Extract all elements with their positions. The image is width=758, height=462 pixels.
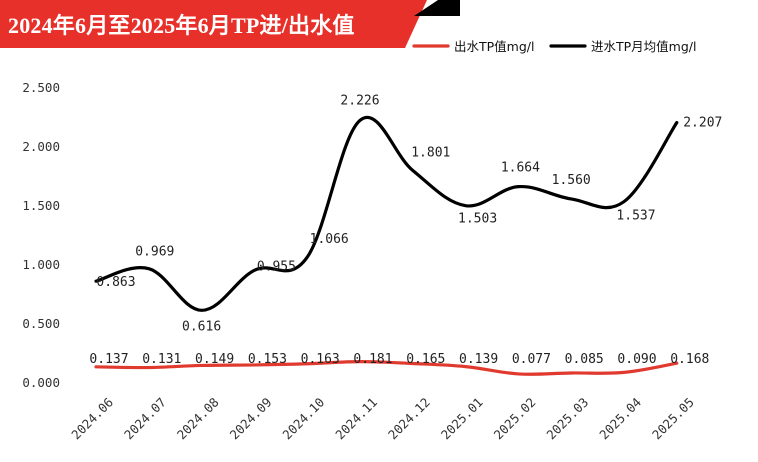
- data-label-outflow: 0.085: [565, 352, 604, 367]
- x-tick-label: 2025.04: [596, 395, 644, 443]
- data-label-outflow: 0.163: [301, 352, 340, 367]
- data-label-outflow: 0.168: [670, 352, 709, 367]
- legend-label-outflow: 出水TP值mg/l: [454, 39, 534, 54]
- y-tick-label: 1.000: [22, 257, 60, 272]
- x-tick-label: 2024.12: [385, 395, 433, 443]
- series-line-inflow-tp: [94, 116, 679, 312]
- x-tick-label: 2025.05: [649, 395, 697, 443]
- data-label-outflow: 0.139: [459, 352, 498, 367]
- data-label-outflow: 0.090: [617, 352, 656, 367]
- y-tick-label: 2.000: [22, 139, 60, 154]
- y-tick-label: 0.500: [22, 316, 60, 331]
- data-label-inflow: 2.226: [340, 93, 379, 108]
- decorative-black-block: [438, 0, 460, 16]
- series-line-outflow-tp: [94, 360, 679, 376]
- x-tick-label: 2025.03: [543, 395, 591, 443]
- x-tick-label: 2024.11: [332, 395, 380, 443]
- data-label-inflow: 0.616: [182, 319, 221, 334]
- title-banner: [0, 0, 405, 48]
- data-label-inflow: 1.503: [458, 212, 497, 227]
- x-tick-label: 2024.08: [174, 395, 222, 443]
- data-label-inflow: 2.207: [683, 116, 722, 131]
- x-tick-label: 2025.02: [491, 395, 539, 443]
- data-label-inflow: 1.560: [552, 173, 591, 188]
- x-tick-label: 2024.09: [227, 395, 275, 443]
- data-label-inflow: 1.066: [310, 232, 349, 247]
- data-label-inflow: 0.969: [135, 245, 174, 260]
- decorative-black-wedge: [414, 0, 438, 16]
- data-label-outflow: 0.153: [248, 352, 287, 367]
- x-tick-label: 2024.06: [68, 395, 116, 443]
- x-tick-label: 2024.07: [121, 395, 169, 443]
- data-label-outflow: 0.137: [89, 352, 128, 367]
- data-label-inflow: 0.863: [96, 275, 135, 290]
- x-tick-label: 2025.01: [438, 395, 486, 443]
- data-label-outflow: 0.149: [195, 352, 234, 367]
- y-tick-label: 1.500: [22, 198, 60, 213]
- legend-label-inflow: 进水TP月均值mg/l: [591, 39, 696, 54]
- data-label-inflow: 0.955: [257, 259, 296, 274]
- x-tick-label: 2024.10: [279, 395, 327, 443]
- data-label-inflow: 1.664: [501, 161, 540, 176]
- data-label-inflow: 1.801: [411, 145, 450, 160]
- y-tick-label: 2.500: [22, 80, 60, 95]
- data-label-outflow: 0.077: [512, 352, 551, 367]
- data-label-outflow: 0.181: [353, 352, 392, 367]
- data-label-outflow: 0.165: [406, 352, 445, 367]
- data-label-inflow: 1.537: [616, 209, 655, 224]
- chart-title: 2024年6月至2025年6月TP进/出水值: [8, 13, 355, 38]
- data-label-outflow: 0.131: [142, 352, 181, 367]
- y-tick-label: 0.000: [22, 375, 60, 390]
